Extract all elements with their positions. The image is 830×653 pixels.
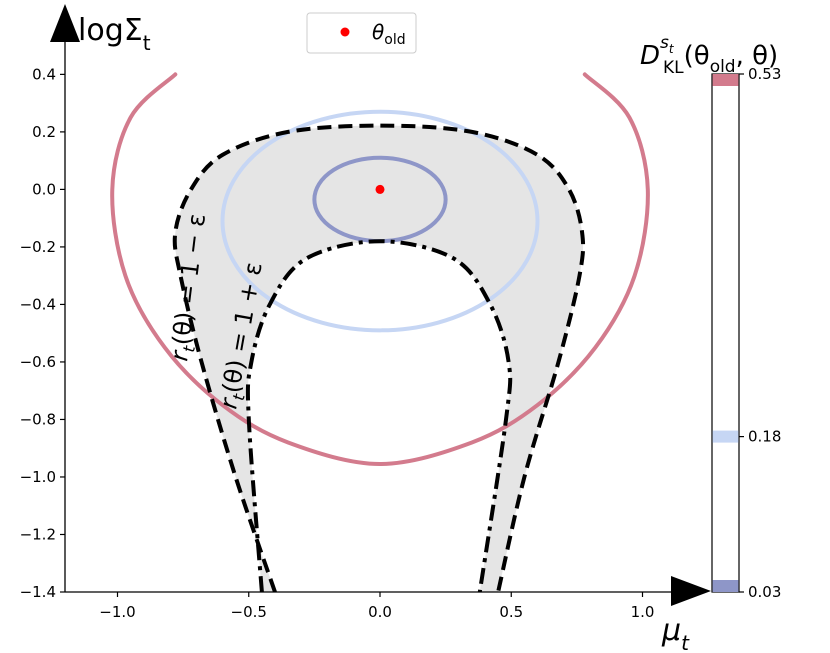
y-tick-label: 0.0 — [32, 180, 56, 198]
theta-old-point — [375, 184, 385, 194]
legend-box — [306, 12, 417, 54]
legend: θold — [306, 12, 417, 54]
x-axis-arrow — [671, 576, 711, 606]
y-tick-label: 0.2 — [32, 123, 56, 141]
colorbar-title: Dst KL(θold, θ) — [640, 33, 778, 78]
colorbar-tick-label: 0.03 — [748, 583, 781, 601]
y-tick-label: −0.8 — [20, 410, 56, 428]
y-tick-label: −1.4 — [20, 583, 56, 601]
y-axis-title: logΣt — [78, 13, 151, 55]
x-tick-label: 0.5 — [499, 603, 523, 621]
y-tick-label: −0.4 — [20, 295, 56, 313]
colorbar-tick-label: 0.53 — [748, 65, 781, 83]
kl-contour-0.18 — [220, 109, 540, 333]
plot-area: −1.0 −0.5 0.0 0.5 1.0 0.4 0.2 0.0 −0.2 −0.4 −0.6 −0… — [20, 4, 781, 621]
legend-label: θold — [372, 20, 406, 48]
x-tick-label: −0.5 — [231, 603, 267, 621]
x-axis-title: μt — [661, 613, 690, 653]
trust-region-shading — [174, 125, 584, 592]
y-tick-label: −0.2 — [20, 238, 56, 256]
x-tick-label: 0.0 — [368, 603, 392, 621]
colorbar-band-0.53 — [712, 74, 739, 86]
colorbar-band-0.18 — [712, 430, 739, 443]
y-tick-label: −0.6 — [20, 353, 56, 371]
y-tick-label: −1.2 — [20, 525, 56, 543]
x-tick-label: 1.0 — [631, 603, 655, 621]
y-tick-label: 0.4 — [32, 65, 56, 83]
plot-labels: logΣt μt θold rt(θ) = 1 − ε rt(θ) = 1 + … — [78, 12, 778, 653]
legend-marker — [340, 27, 350, 37]
colorbar-frame — [711, 73, 740, 593]
colorbar-tick-label: 0.18 — [748, 428, 781, 446]
ratio-curve-upper — [245, 239, 513, 592]
kl-contour-0.53 — [110, 72, 650, 467]
x-tick-label: −1.0 — [99, 603, 135, 621]
y-tick-label: −1.0 — [20, 468, 56, 486]
y-axis-arrow — [50, 4, 80, 42]
colorbar-band-0.03 — [712, 580, 739, 592]
